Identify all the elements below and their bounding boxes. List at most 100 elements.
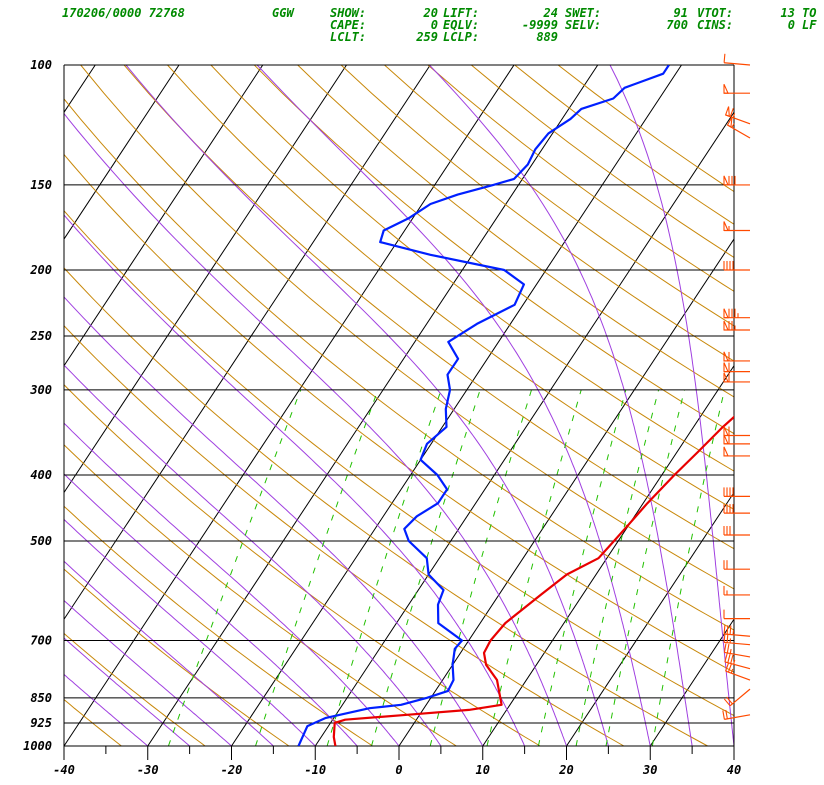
- moist-adiabat-line: [64, 422, 400, 746]
- barb-full: [726, 696, 733, 705]
- index-label: CAPE:: [330, 18, 366, 32]
- pressure-tick-label: 500: [30, 534, 52, 548]
- wind-barb: [726, 116, 751, 139]
- barb-pennant: [723, 320, 729, 331]
- barb-pennant: [723, 83, 729, 94]
- barb-full: [725, 662, 730, 672]
- barb-half: [733, 659, 736, 665]
- barb-staff: [724, 633, 751, 637]
- index-value: 24: [543, 6, 558, 20]
- barb-full: [722, 710, 725, 720]
- index-label: SHOW:: [330, 6, 366, 20]
- barb-staff: [729, 688, 751, 707]
- index-value: 700: [666, 18, 688, 32]
- barb-full: [726, 625, 729, 635]
- index-value: -9999: [522, 18, 558, 32]
- indices-row-1: CAPE: 0 EQLV: -9999 SELV: 700 CINS: 0 LF: [330, 18, 817, 32]
- barb-full: [723, 698, 731, 707]
- index-label: LF: [802, 18, 817, 32]
- dry-adiabat-line: [64, 444, 458, 746]
- dry-adiabat-line: [123, 65, 734, 550]
- dry-adiabat-line: [64, 568, 290, 746]
- barb-staff: [724, 714, 751, 720]
- barb-full: [726, 633, 729, 643]
- barb-full: [727, 653, 731, 663]
- mixing-ratio-line: [371, 389, 481, 746]
- barb-pennant: [726, 116, 733, 128]
- isotherm-line: [0, 65, 12, 746]
- isotherm-line: [482, 364, 734, 746]
- wind-barb: [723, 526, 750, 536]
- indices-row-0: SHOW: 20 LIFT: 24 SWET: 91 VTOT: 13 TO: [330, 6, 816, 20]
- isotherm-line: [733, 745, 734, 746]
- barb-full: [723, 643, 727, 653]
- isotherm-line: [231, 65, 682, 746]
- dry-adiabat-line: [64, 210, 734, 717]
- wind-barb: [723, 372, 750, 383]
- wind-barb: [723, 504, 750, 514]
- isotherm-line: [147, 65, 599, 746]
- isotherm-line: [649, 618, 734, 746]
- dry-adiabat-line: [253, 65, 734, 435]
- index-label: SWET:: [565, 6, 601, 20]
- dry-adiabat-line: [514, 65, 734, 225]
- dry-adiabat-line: [64, 698, 123, 746]
- wind-barb: [723, 446, 750, 457]
- dewpoint-profile: [297, 65, 670, 746]
- isotherm-line: [566, 491, 734, 746]
- dry-adiabat-line: [80, 65, 734, 590]
- wind-barb: [723, 434, 750, 445]
- sounding-id: 170206/0000 72768: [62, 6, 185, 20]
- wind-barb: [723, 643, 751, 658]
- index-value: 13: [781, 6, 795, 20]
- isotherm-line: [64, 65, 515, 746]
- dry-adiabat-line: [167, 65, 734, 511]
- barb-half: [732, 113, 736, 118]
- station-id: GGW: [272, 6, 295, 20]
- pressure-tick-label: 150: [30, 178, 52, 192]
- barb-staff: [724, 62, 751, 66]
- barb-pennant: [723, 426, 729, 437]
- wind-barb: [724, 653, 751, 670]
- index-label: EQLV:: [443, 18, 479, 32]
- barb-staff: [725, 670, 751, 681]
- barb-staff: [724, 641, 751, 646]
- barb-half: [729, 648, 732, 654]
- dry-adiabat-line: [210, 65, 734, 472]
- barb-pennant: [723, 175, 729, 186]
- dry-adiabat-line: [64, 505, 374, 746]
- index-value: 0: [431, 18, 438, 32]
- barb-full: [729, 107, 734, 117]
- wind-barb: [723, 426, 750, 437]
- barb-pennant: [723, 372, 729, 383]
- temperature-tick-label: 40: [727, 763, 741, 777]
- index-label: SELV:: [565, 18, 601, 32]
- mixing-ratio-line: [326, 389, 442, 746]
- moist-adiabat-line: [64, 364, 442, 746]
- wind-barb: [723, 487, 750, 497]
- mixing-ratio-line: [651, 389, 725, 746]
- wind-barb: [723, 320, 750, 331]
- index-label: LCLT:: [330, 30, 366, 44]
- barb-staff: [724, 651, 751, 658]
- mixing-ratio-line: [537, 389, 627, 746]
- temperature-profile: [332, 415, 734, 746]
- index-value: 0: [788, 18, 795, 32]
- barb-pennant: [724, 106, 730, 118]
- wind-barb: [724, 106, 751, 125]
- wind-barbs: [722, 53, 751, 720]
- sounding-header: 170206/0000 72768 GGW SHOW: 20 LIFT: 24 …: [62, 6, 817, 44]
- pressure-tick-label: 400: [30, 468, 52, 482]
- barb-half: [731, 123, 735, 128]
- isotherm-line: [314, 111, 734, 746]
- index-value: 889: [536, 30, 558, 44]
- barb-full: [723, 53, 726, 63]
- index-value: 91: [674, 6, 688, 20]
- dry-adiabat-line: [297, 65, 734, 398]
- wind-barb: [723, 83, 750, 94]
- pressure-tick-label: 700: [30, 634, 52, 648]
- pressure-tick-label: 100: [30, 58, 52, 72]
- barb-full: [726, 643, 730, 654]
